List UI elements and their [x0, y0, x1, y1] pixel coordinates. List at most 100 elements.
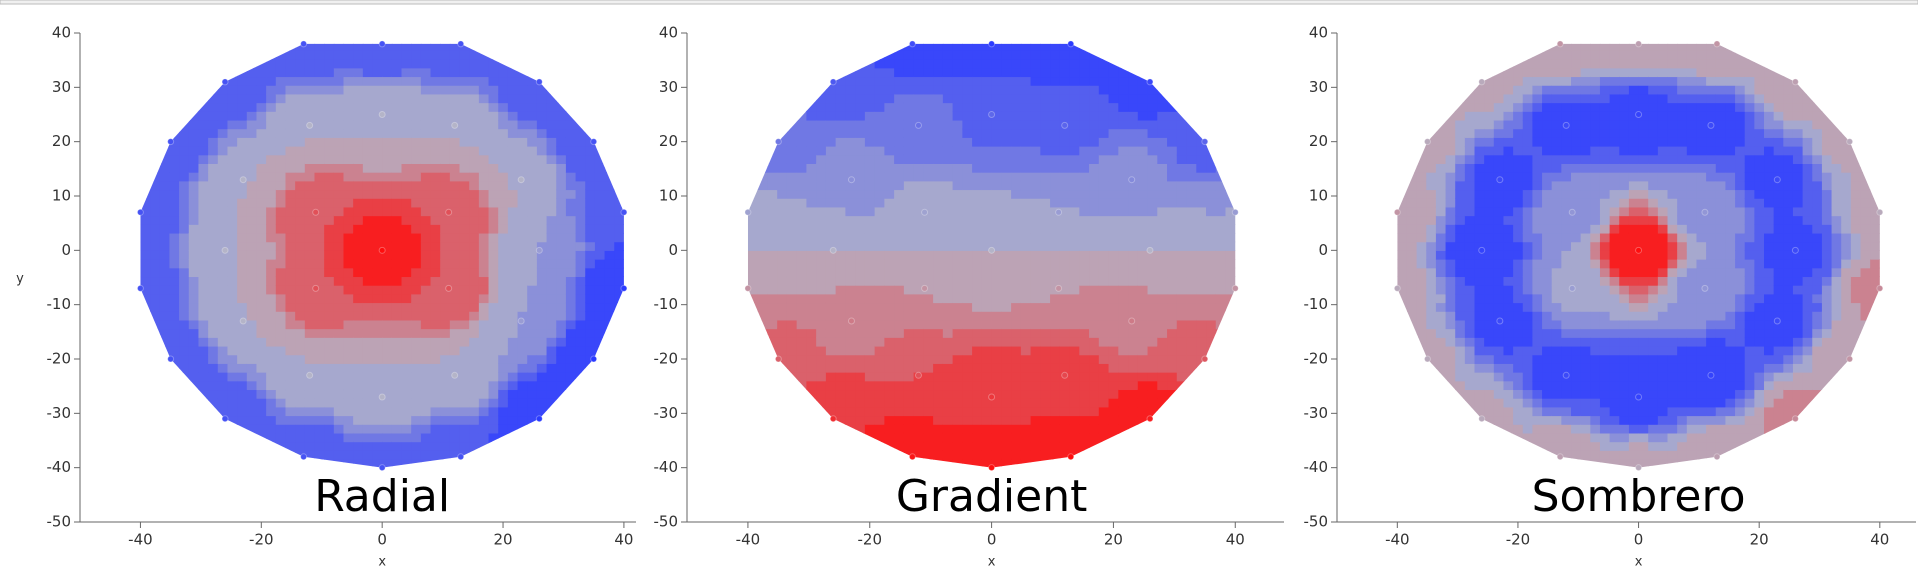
- contour-cell: [488, 259, 499, 269]
- contour-cell: [324, 198, 335, 208]
- contour-cell: [314, 172, 325, 182]
- contour-cell: [1426, 206, 1437, 217]
- contour-cell: [1513, 415, 1524, 425]
- contour-cell: [1561, 424, 1572, 434]
- contour-cell: [382, 224, 393, 234]
- contour-cell: [179, 259, 190, 269]
- contour-cell: [1571, 345, 1582, 356]
- contour-cell: [767, 146, 778, 156]
- contour-cell: [449, 311, 461, 321]
- contour-cell: [295, 128, 306, 138]
- contour-cell: [864, 163, 876, 173]
- contour-cell: [382, 172, 393, 182]
- contour-cell: [1128, 111, 1139, 121]
- contour-cell: [353, 337, 364, 347]
- contour-cell: [972, 345, 983, 356]
- contour-cell: [1542, 363, 1553, 373]
- contour-cell: [1503, 180, 1514, 191]
- contour-cell: [1445, 319, 1456, 330]
- contour-cell: [372, 232, 383, 243]
- contour-cell: [188, 154, 200, 164]
- contour-cell: [430, 293, 441, 304]
- contour-cell: [1040, 232, 1051, 243]
- contour-cell: [991, 345, 1002, 356]
- contour-cell: [449, 319, 461, 330]
- contour-cell: [757, 189, 769, 199]
- contour-cell: [507, 128, 519, 138]
- contour-cell: [903, 154, 915, 164]
- contour-cell: [420, 119, 432, 130]
- contour-cell: [1011, 267, 1022, 278]
- contour-cell: [816, 354, 827, 364]
- contour-cell: [411, 137, 422, 147]
- contour-cell: [1030, 137, 1041, 147]
- contour-cell: [1542, 224, 1553, 234]
- contour-cell: [198, 276, 209, 286]
- contour-cell: [1137, 337, 1149, 347]
- contour-cell: [556, 206, 567, 217]
- contour-cell: [1059, 319, 1071, 330]
- contour-cell: [275, 146, 287, 156]
- contour-cell: [208, 180, 219, 191]
- contour-cell: [796, 224, 807, 234]
- contour-cell: [942, 276, 954, 286]
- contour-cell: [1493, 189, 1505, 199]
- contour-cell: [796, 311, 807, 321]
- contour-cell: [1059, 146, 1071, 156]
- contour-cell: [1464, 102, 1476, 112]
- contour-cell: [527, 311, 538, 321]
- contour-cell: [314, 319, 325, 330]
- contour-cell: [1474, 189, 1485, 199]
- contour-cell: [401, 345, 412, 356]
- contour-cell: [1059, 215, 1071, 225]
- contour-cell: [1580, 450, 1591, 460]
- contour-cell: [275, 432, 287, 443]
- contour-cell: [1542, 337, 1553, 347]
- contour-cell: [1445, 224, 1456, 234]
- contour-cell: [469, 43, 480, 51]
- contour-cell: [942, 406, 954, 417]
- contour-cell: [1001, 163, 1012, 173]
- contour-cell: [1176, 354, 1188, 364]
- contour-cell: [314, 189, 325, 199]
- contour-cell: [1542, 293, 1553, 304]
- contour-cell: [1532, 241, 1543, 251]
- contour-cell: [314, 241, 325, 251]
- contour-cell: [362, 215, 374, 225]
- contour-cell: [498, 389, 509, 399]
- contour-cell: [169, 337, 180, 347]
- contour-cell: [1464, 398, 1476, 408]
- contour-cell: [1128, 398, 1139, 408]
- contour-cell: [1474, 93, 1485, 104]
- contour-cell: [1513, 250, 1524, 260]
- contour-cell: [1571, 189, 1582, 199]
- contour-cell: [208, 345, 219, 356]
- contour-cell: [864, 76, 876, 86]
- contour-cell: [266, 259, 277, 269]
- contour-cell: [1040, 128, 1051, 138]
- contour-cell: [159, 163, 171, 173]
- contour-cell: [1011, 137, 1022, 147]
- data-point: [300, 453, 308, 461]
- contour-cell: [1118, 285, 1129, 295]
- contour-cell: [913, 43, 924, 51]
- data-point: [517, 317, 525, 325]
- contour-cell: [478, 250, 490, 260]
- contour-cell: [411, 163, 422, 173]
- contour-cell: [1522, 389, 1534, 399]
- contour-cell: [246, 406, 258, 417]
- contour-cell: [1464, 311, 1476, 321]
- contour-cell: [796, 259, 807, 269]
- contour-cell: [1020, 172, 1032, 182]
- contour-cell: [1137, 137, 1149, 147]
- contour-cell: [256, 224, 267, 234]
- contour-cell: [1098, 354, 1110, 364]
- contour-cell: [246, 172, 258, 182]
- contour-cell: [391, 432, 403, 443]
- contour-cell: [536, 380, 548, 391]
- contour-cell: [169, 328, 180, 338]
- contour-cell: [1079, 415, 1090, 425]
- contour-cell: [333, 441, 345, 451]
- contour-cell: [1118, 180, 1129, 191]
- contour-cell: [952, 337, 963, 347]
